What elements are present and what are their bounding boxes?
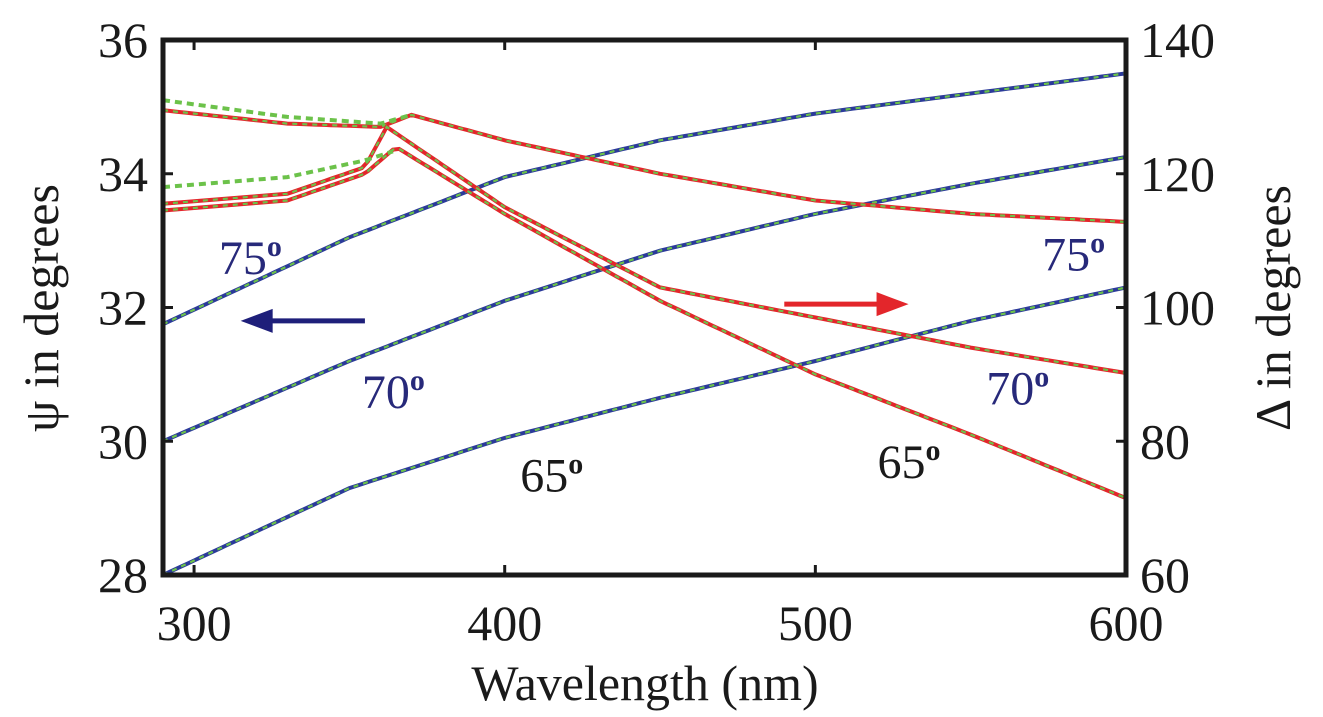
delta-fit-offset-70 xyxy=(162,149,394,190)
delta-fit-70 xyxy=(162,125,1127,375)
psi-curve-65 xyxy=(162,285,1127,577)
y-left-axis-title: ψ in degrees xyxy=(13,184,69,432)
delta-fit-65 xyxy=(162,147,1127,500)
y-left-tick-label: 36 xyxy=(98,12,148,68)
y-right-tick-label: 140 xyxy=(1140,12,1215,68)
y-right-tick-label: 120 xyxy=(1140,146,1215,202)
y-right-tick-label: 80 xyxy=(1140,413,1190,469)
psi-curve-75 xyxy=(162,71,1127,327)
delta-fit-75 xyxy=(162,109,1127,223)
delta-angle-label-65: 65o xyxy=(877,434,940,489)
delta-curve-70 xyxy=(162,123,1127,375)
left-axis-arrow xyxy=(240,308,365,333)
delta-curve-75 xyxy=(162,108,1127,224)
psi-fit-70 xyxy=(162,155,1127,443)
y-left-tick-label: 28 xyxy=(98,547,148,603)
y-right-tick-label: 100 xyxy=(1140,280,1215,336)
delta-curve-65 xyxy=(162,146,1127,500)
psi-angle-label-75: 75o xyxy=(219,230,282,285)
y-right-axis-title: Δ in degrees xyxy=(1245,185,1301,431)
psi-fit-75 xyxy=(162,72,1127,326)
y-left-tick-label: 34 xyxy=(98,146,148,202)
psi-angle-label-70: 70o xyxy=(362,364,425,419)
delta-fit-offset-75 xyxy=(162,98,413,126)
y-left-tick-label: 30 xyxy=(98,413,148,469)
delta-angle-label-75: 75o xyxy=(1042,227,1105,282)
x-axis-title: Wavelength (nm) xyxy=(471,655,818,711)
right-axis-arrow xyxy=(784,292,909,317)
psi-fit-65 xyxy=(162,286,1127,576)
y-right-tick-label: 60 xyxy=(1140,547,1190,603)
right-axis-arrow-head xyxy=(876,292,909,317)
left-axis-arrow-head xyxy=(240,308,273,333)
x-tick-label: 500 xyxy=(778,595,853,651)
x-tick-label: 600 xyxy=(1089,595,1164,651)
x-tick-label: 300 xyxy=(157,595,232,651)
psi-angle-label-65: 65o xyxy=(520,447,583,502)
delta-angle-label-70: 70o xyxy=(986,360,1049,415)
psi-curve-70 xyxy=(162,155,1127,444)
y-left-tick-label: 32 xyxy=(98,280,148,336)
axis-ticks: 300 400 500 600 28 30 32 34 36 60 80 100 120 140 xyxy=(98,12,1215,651)
x-tick-label: 400 xyxy=(467,595,542,651)
series-lines xyxy=(162,71,1127,577)
angle-annotations: 75o 70o 65o 75o 70o 65o xyxy=(219,227,1105,503)
